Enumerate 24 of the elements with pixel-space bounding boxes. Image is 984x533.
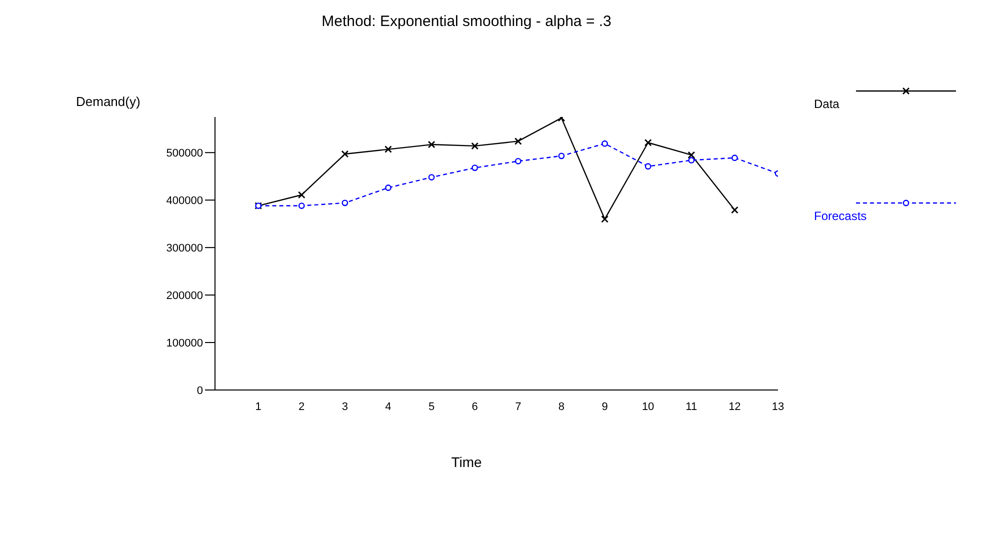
y-tick-label: 0	[196, 384, 203, 397]
x-axis-title: Time	[450, 454, 483, 470]
chart-title: Method: Exponential smoothing - alpha = .3	[320, 13, 612, 30]
text: Data	[814, 97, 840, 111]
x-tick-label: 11	[686, 400, 698, 413]
x-tick-label: 3	[342, 400, 348, 413]
x-tick-label: 2	[298, 400, 305, 413]
x-tick-label: 10	[642, 400, 654, 413]
x-tick-label: 1	[255, 400, 262, 413]
y-tick-label: 100000	[166, 337, 203, 350]
x-tick-label: 13	[772, 400, 784, 413]
x-tick-label: 6	[472, 400, 478, 413]
x-tick-label: 12	[728, 400, 741, 413]
y-tick-label: 300000	[166, 242, 203, 254]
y-axis-title: Demand(y)	[76, 94, 140, 109]
y-tick-label: 500000	[166, 148, 203, 160]
x-tick-label: 9	[602, 400, 608, 413]
text: Forecasts	[814, 209, 867, 223]
x-tick-label: 8	[558, 400, 565, 413]
y-tick-label: 400000	[166, 194, 203, 207]
x-tick-label: 7	[515, 400, 522, 413]
x-tick-label: 5	[428, 400, 435, 413]
x-tick-label: 4	[385, 400, 392, 413]
y-tick-label: 200000	[166, 290, 203, 302]
